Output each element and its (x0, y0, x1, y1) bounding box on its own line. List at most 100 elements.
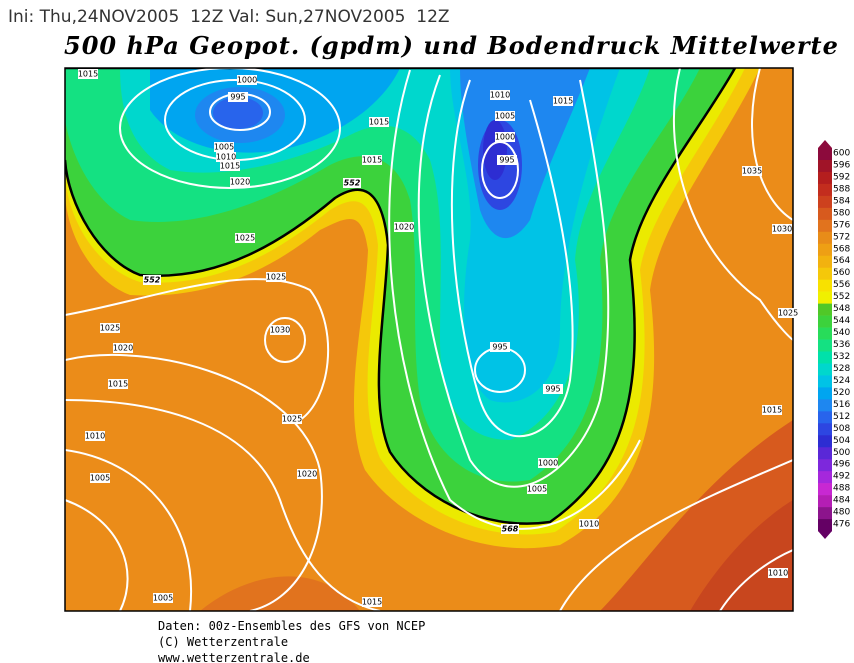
isobar-label: 1015 (762, 406, 782, 415)
isobar-label-bg (369, 117, 389, 127)
isobar-label: 1005 (90, 474, 110, 483)
colorbar-cell (818, 459, 832, 472)
footer-line: (C) Wetterzentrale (158, 635, 288, 649)
colorbar-label: 556 (833, 280, 850, 290)
colorbar-cell (818, 243, 832, 257)
isobar-label: 1020 (230, 178, 250, 187)
isobar (65, 353, 323, 611)
isobar-label-bg (153, 593, 173, 603)
colorbar-cell (818, 411, 832, 424)
isobar (65, 399, 381, 611)
contour-label: 552 (344, 179, 361, 188)
isobar-label: 995 (499, 156, 514, 165)
colorbar-label: 596 (833, 160, 850, 170)
colorbar-cell (818, 267, 832, 280)
isobar-label-bg (543, 384, 563, 394)
contour-label-bg (501, 524, 519, 534)
isobar-label-bg (235, 233, 255, 243)
colorbar-label: 524 (833, 376, 850, 386)
colorbar-label: 540 (833, 328, 850, 338)
isobar-label-bg (85, 431, 105, 441)
colorbar-label: 544 (833, 316, 850, 326)
isobar-label: 1005 (153, 594, 173, 603)
colorbar-cell (818, 231, 832, 245)
isobar-label-bg (282, 414, 302, 424)
colorbar-cell (818, 171, 832, 185)
colorbar-label: 492 (833, 472, 850, 482)
contour-552 (65, 68, 737, 525)
isobar-label: 1010 (579, 520, 599, 529)
colorbar-cell (818, 183, 832, 197)
isobar (264, 317, 306, 363)
colorbar-cell (818, 148, 832, 161)
colorbar-label: 576 (833, 220, 850, 230)
colorbar-cell (818, 447, 832, 460)
colorbar-label: 564 (833, 256, 850, 266)
isobar-label-bg (108, 379, 128, 389)
colorbar-label: 480 (833, 508, 850, 518)
colorbar-arrow (818, 531, 832, 540)
colorbar-label: 548 (833, 304, 850, 314)
isobar-label-bg (490, 342, 510, 352)
colorbar-label: 560 (833, 268, 850, 278)
isobar-label: 1010 (216, 153, 236, 162)
isobar-label: 1020 (394, 223, 414, 232)
isobar-label: 1030 (772, 225, 792, 234)
isobar (673, 68, 793, 341)
isobar-label: 1015 (553, 97, 573, 106)
isobar-label: 1000 (538, 459, 558, 468)
colorbar-label: 508 (833, 424, 850, 434)
contour-label: 552 (144, 276, 161, 285)
isobar-label: 1015 (362, 598, 382, 607)
colorbar-label: 588 (833, 184, 850, 194)
isobar-label-bg (762, 405, 782, 415)
isobar-label-bg (297, 469, 317, 479)
isobar-label: 1025 (778, 309, 798, 318)
isobar-label-bg (228, 92, 248, 102)
map-title: 500 hPa Geopot. (gpdm) und Bodendruck Mi… (64, 31, 839, 60)
colorbar-cell (818, 315, 832, 328)
isobar-label-bg (772, 224, 792, 234)
isobar-label: 1015 (108, 380, 128, 389)
run-info: Ini: Thu,24NOV2005 12Z Val: Sun,27NOV200… (8, 7, 450, 27)
map-frame (64, 67, 794, 612)
isobar-label-bg (100, 323, 120, 333)
isobar (119, 68, 341, 189)
colorbar-label: 532 (833, 352, 850, 362)
isobar-label: 1005 (214, 143, 234, 152)
colorbar-cell (818, 363, 832, 376)
colorbar-label: 516 (833, 400, 850, 410)
isobar-label: 1020 (297, 470, 317, 479)
isobar-label: 995 (545, 385, 560, 394)
colorbar-label: 568 (833, 244, 850, 254)
colorbar-cell (818, 519, 832, 532)
isobar-label-bg (394, 222, 414, 232)
isobar-label: 1035 (742, 167, 762, 176)
colorbar-label: 520 (833, 388, 850, 398)
colorbar-arrow (818, 140, 832, 148)
isobar-label-bg (216, 152, 236, 162)
warm-region (690, 500, 793, 611)
isobar-label: 1010 (768, 569, 788, 578)
isobar-label-bg (78, 69, 98, 79)
contour-label-bg (343, 178, 361, 188)
map-field (65, 68, 793, 611)
isobar-label-bg (495, 132, 515, 142)
isobar-label-bg (495, 111, 515, 121)
colorbar-cell (818, 219, 832, 233)
colorbar-label: 496 (833, 460, 850, 470)
colorbar-cell (818, 399, 832, 412)
isobar-label-bg (490, 90, 510, 100)
isobar-label-bg (553, 96, 573, 106)
colorbar-label: 600 (833, 149, 850, 159)
isobar-label: 1015 (78, 70, 98, 79)
isobar (65, 499, 129, 611)
low-core (213, 97, 263, 129)
isobars (65, 68, 793, 611)
colorbar-label: 488 (833, 484, 850, 494)
colorbar-label: 592 (833, 172, 850, 182)
colorbar-cell (818, 159, 832, 173)
colorbar-label: 476 (833, 520, 850, 530)
colorbar-cell (818, 387, 832, 400)
